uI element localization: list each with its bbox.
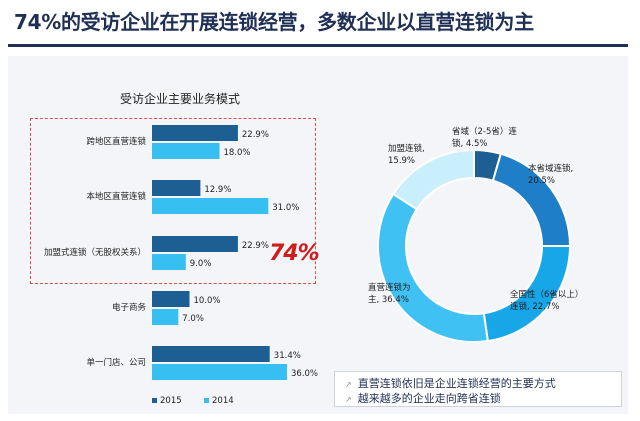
legend-label-2015: 2015 xyxy=(160,396,182,406)
bar-2014 xyxy=(152,254,186,270)
donut-slice-label: 省域（2-5省）连 xyxy=(452,126,517,137)
note-1: ↗ 直营连锁依旧是企业连锁经营的主要方式 xyxy=(345,375,556,391)
bar-value-label: 22.9% xyxy=(242,130,269,140)
bar-value-label: 18.0% xyxy=(224,148,251,158)
bar-value-label: 10.0% xyxy=(194,296,221,306)
bar-2015 xyxy=(152,346,270,362)
donut-slice-label: 15.9% xyxy=(388,156,415,166)
bar-2014 xyxy=(152,364,287,380)
bar-value-label: 31.4% xyxy=(274,351,301,361)
bar-value-label: 9.0% xyxy=(190,259,212,269)
bar-2015 xyxy=(152,291,190,307)
donut-slice-label: 本省域连锁, xyxy=(528,163,573,174)
donut-slice-label: 直营连锁为 xyxy=(368,282,411,293)
bar-2015 xyxy=(152,180,200,196)
legend-item-2014: 2014 xyxy=(204,396,234,406)
donut-slice-label: 20.5% xyxy=(528,176,555,186)
arrow-icon: ↗ xyxy=(345,395,352,404)
legend-item-2015: 2015 xyxy=(152,396,182,406)
bar-value-label: 31.0% xyxy=(272,203,299,213)
note-2-text: 越来越多的企业走向跨省连锁 xyxy=(358,392,501,405)
bar-value-label: 22.9% xyxy=(242,241,269,251)
note-2: ↗ 越来越多的企业走向跨省连锁 xyxy=(345,390,501,406)
bar-value-label: 7.0% xyxy=(182,314,204,324)
bar-value-label: 12.9% xyxy=(204,185,231,195)
bar-2014 xyxy=(152,143,220,159)
legend-swatch-2014 xyxy=(204,398,209,403)
arrow-icon: ↗ xyxy=(345,380,352,389)
donut-slice-label: 锁, 4.5% xyxy=(452,138,488,149)
bar-2015 xyxy=(152,236,238,252)
highlight-percent: 74% xyxy=(269,241,319,266)
legend-label-2014: 2014 xyxy=(212,396,234,406)
donut-slice xyxy=(378,194,488,342)
donut-slice-label: 全国性（6省以上） xyxy=(510,289,583,300)
donut-slice-label: 连锁, 22.7% xyxy=(510,301,559,312)
notes-box: ↗ 直营连锁依旧是企业连锁经营的主要方式 ↗ 越来越多的企业走向跨省连锁 xyxy=(334,371,622,407)
donut-slice-label: 加盟连锁, xyxy=(388,143,425,154)
bar-value-label: 36.0% xyxy=(291,369,318,379)
bar-2014 xyxy=(152,198,268,214)
bar-2015 xyxy=(152,125,238,141)
donut-slice-label: 主, 36.4% xyxy=(368,294,409,305)
bar-2014 xyxy=(152,309,178,325)
legend-swatch-2015 xyxy=(152,398,157,403)
note-1-text: 直营连锁依旧是企业连锁经营的主要方式 xyxy=(358,377,556,390)
